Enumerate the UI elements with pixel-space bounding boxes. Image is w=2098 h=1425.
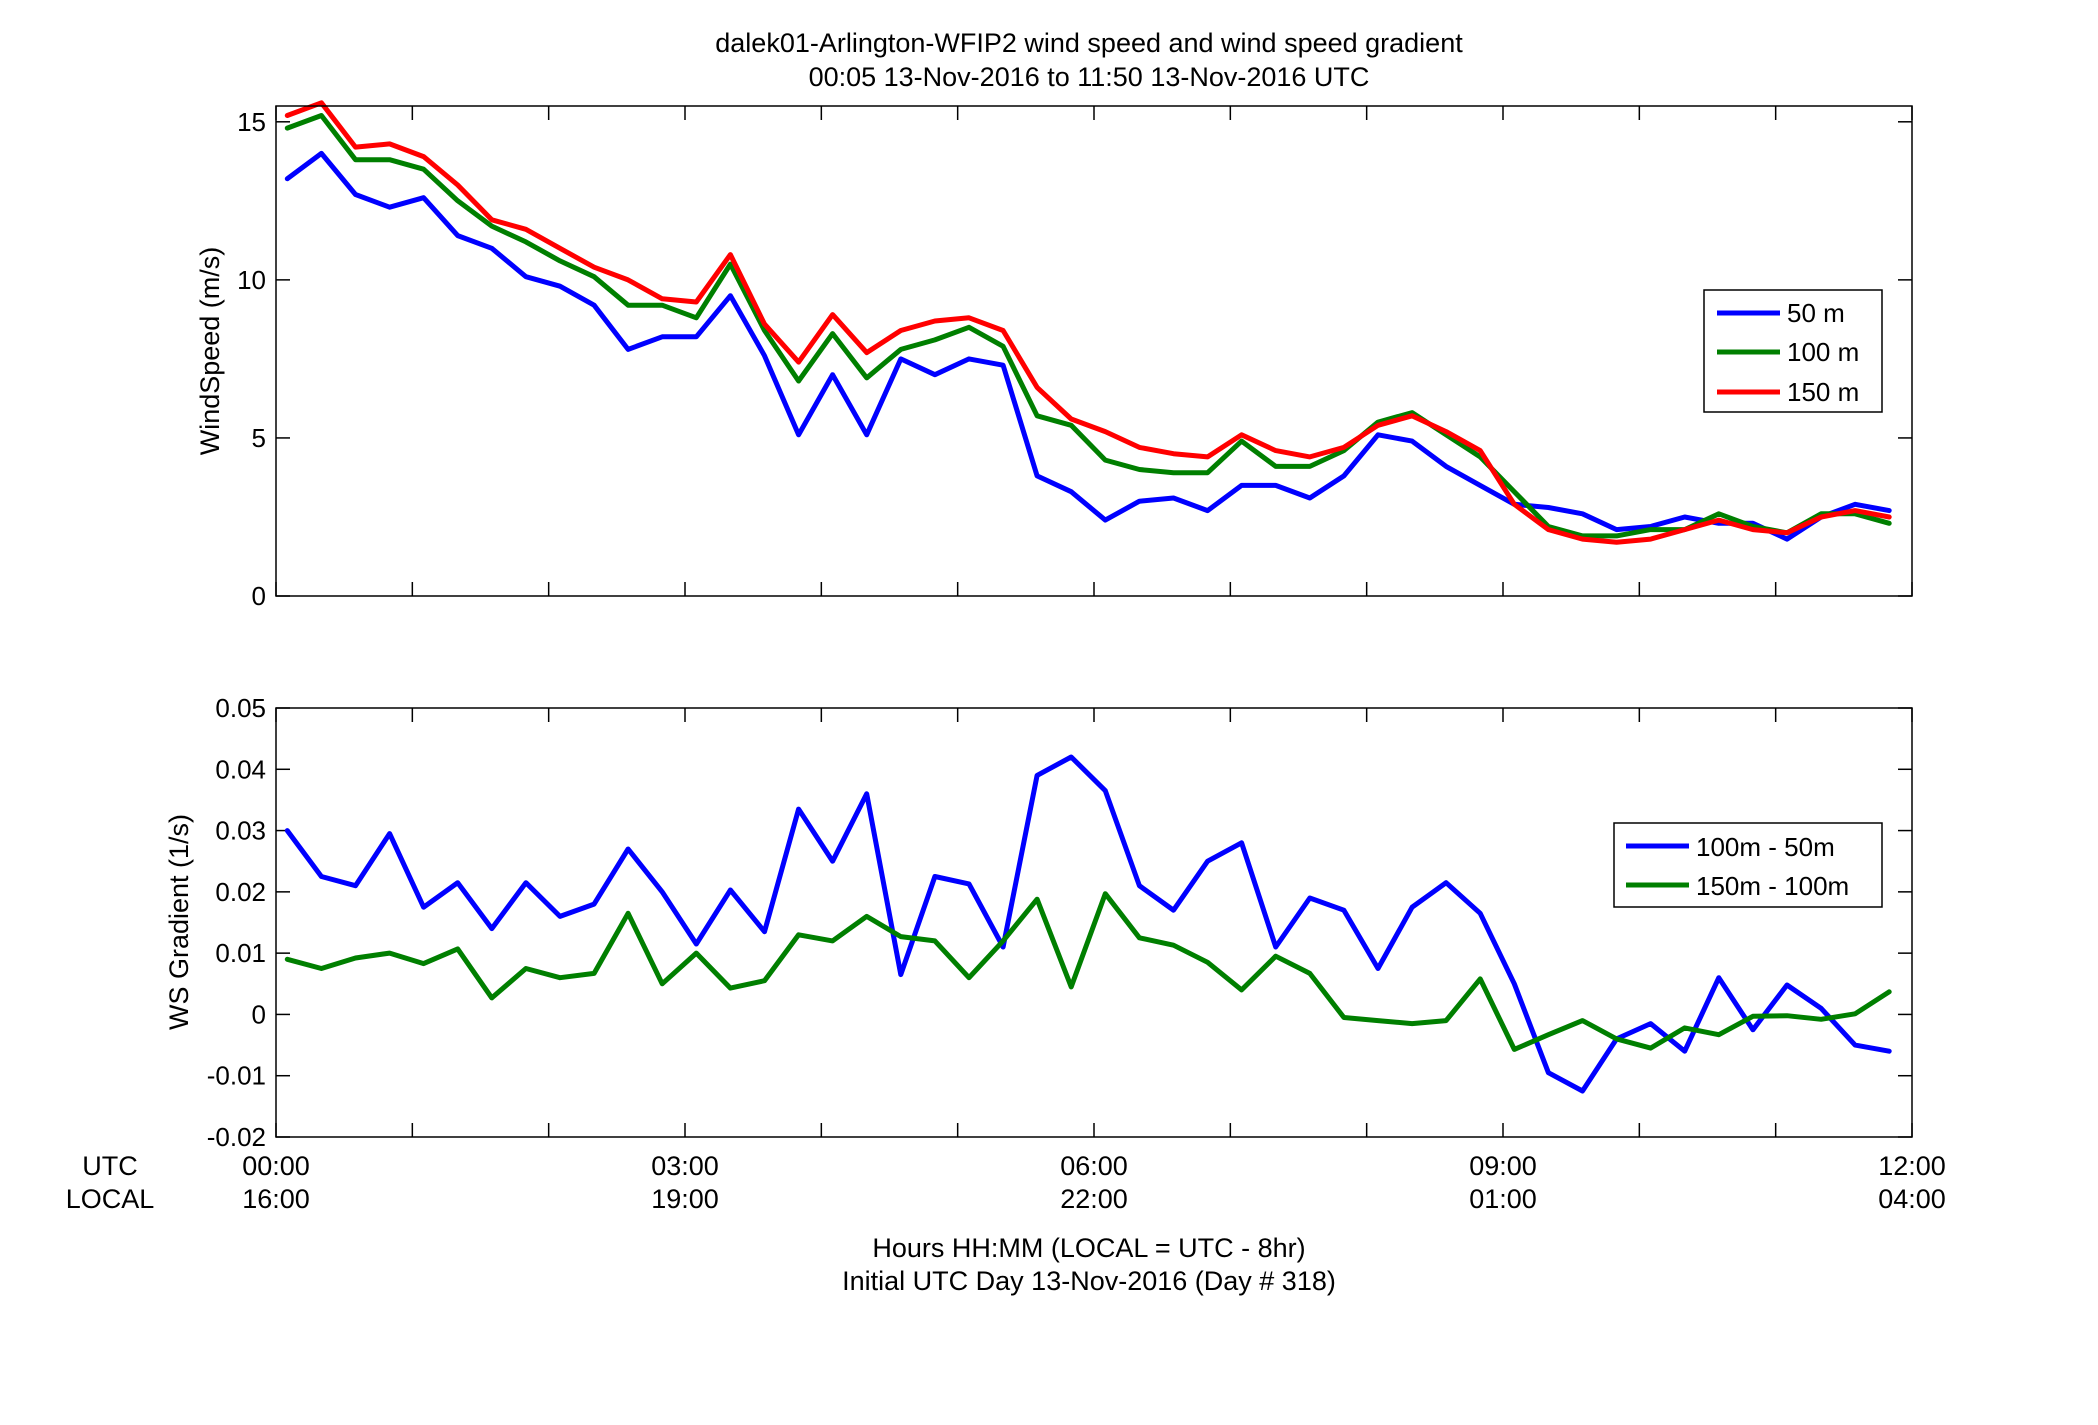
local-tick-label: 22:00 [1060, 1184, 1128, 1214]
local-tick-label: 04:00 [1878, 1184, 1946, 1214]
utc-tick-label: 03:00 [651, 1151, 719, 1181]
gradient-legend: 100m - 50m 150m - 100m [1613, 822, 1883, 908]
legend-label-100m: 100 m [1787, 337, 1859, 367]
gradient-panel: -0.02 -0.01 0 0.01 0.02 0.03 0.04 0.05 WS Gradi… [164, 693, 1913, 1152]
windspeed-legend: 50 m 100 m 150 m [1703, 289, 1883, 413]
utc-tick-label: 00:00 [242, 1151, 310, 1181]
legend-box [1613, 822, 1883, 908]
y-tick-label: 10 [237, 265, 266, 295]
y-tick-label: 0.02 [215, 877, 266, 907]
series-line-100m-50m [284, 754, 1892, 1094]
windspeed-axes-box [275, 105, 1913, 597]
y-tick-label: 5 [252, 423, 266, 453]
legend-label-100m-50m: 100m - 50m [1696, 832, 1835, 862]
local-row-label: LOCAL [66, 1184, 155, 1214]
y-tick-label: 0.03 [215, 816, 266, 846]
utc-row-label: UTC [82, 1151, 138, 1181]
y-tick-label: 0 [252, 581, 266, 611]
series-line-150-m [284, 100, 1892, 545]
windspeed-ylabel: WindSpeed (m/s) [195, 247, 225, 456]
series-line-50-m [284, 150, 1892, 542]
utc-tick-label: 09:00 [1469, 1151, 1537, 1181]
chart-title-line2: 00:05 13-Nov-2016 to 11:50 13-Nov-2016 U… [809, 62, 1370, 92]
series-line-150m-100m [284, 891, 1892, 1052]
y-tick-label: -0.02 [207, 1122, 266, 1152]
local-tick-label: 19:00 [651, 1184, 719, 1214]
y-tick-label: -0.01 [207, 1061, 266, 1091]
local-tick-label: 16:00 [242, 1184, 310, 1214]
gradient-ylabel: WS Gradient (1/s) [164, 814, 194, 1030]
local-tick-label: 01:00 [1469, 1184, 1537, 1214]
utc-tick-label: 06:00 [1060, 1151, 1128, 1181]
y-tick-label: 0 [252, 999, 266, 1029]
y-tick-label: 0.04 [215, 754, 266, 784]
utc-tick-label: 12:00 [1878, 1151, 1946, 1181]
legend-label-150m: 150 m [1787, 377, 1859, 407]
legend-label-150m-100m: 150m - 100m [1696, 871, 1849, 901]
y-tick-label: 0.01 [215, 938, 266, 968]
x-axis-label-line1: Hours HH:MM (LOCAL = UTC - 8hr) [872, 1233, 1305, 1263]
y-tick-label: 15 [237, 107, 266, 137]
y-tick-label: 0.05 [215, 693, 266, 723]
legend-label-50m: 50 m [1787, 298, 1845, 328]
gradient-axes-box [275, 707, 1913, 1138]
chart-title-line1: dalek01-Arlington-WFIP2 wind speed and w… [715, 28, 1463, 58]
windspeed-panel: 0 5 10 15 WindSpeed (m/s) 50 m 100 m 150 m [195, 100, 1913, 611]
series-line-100-m [284, 113, 1892, 539]
x-axis-label-line2: Initial UTC Day 13-Nov-2016 (Day # 318) [842, 1266, 1336, 1296]
